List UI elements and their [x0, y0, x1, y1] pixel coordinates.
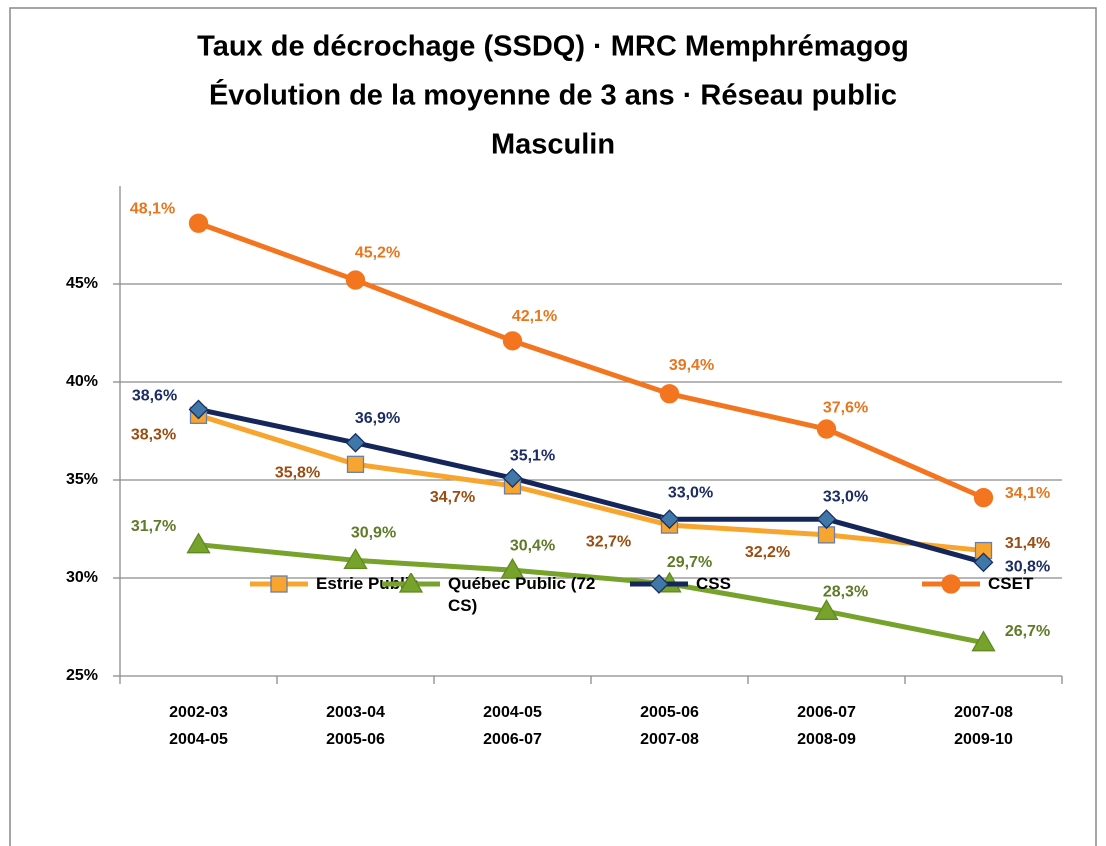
y-tick-label: 30% [66, 569, 98, 586]
data-label: 35,8% [275, 465, 320, 482]
data-label: 34,7% [430, 489, 475, 506]
legend-item: Estrie Public [248, 573, 466, 595]
data-label: 30,4% [510, 537, 555, 554]
data-label: 28,3% [823, 584, 868, 601]
legend-swatch [922, 574, 980, 594]
x-tick-label: 2004-05 [169, 731, 228, 748]
data-label: 37,6% [823, 399, 868, 416]
x-tick-label: 2003-04 [326, 704, 385, 721]
data-point [659, 384, 680, 404]
series-line [197, 220, 985, 500]
legend-label: Estrie Public [316, 574, 419, 593]
series-line [198, 542, 984, 646]
x-tick-label: 2007-08 [640, 731, 699, 748]
data-label: 32,7% [586, 533, 631, 550]
data-point [186, 532, 211, 554]
data-label: 30,9% [351, 525, 396, 542]
legend-swatch [630, 574, 688, 594]
data-label: 29,7% [667, 554, 712, 571]
data-point [971, 630, 996, 652]
legend-item: CSET [920, 573, 1068, 595]
data-point [188, 213, 209, 233]
data-label: 48,1% [130, 200, 175, 217]
data-point [500, 557, 525, 579]
data-point [973, 487, 994, 508]
data-point [659, 509, 680, 530]
chart-frame [9, 7, 1097, 846]
data-point [188, 399, 209, 420]
series-line [197, 412, 984, 554]
data-label: 31,4% [1005, 535, 1050, 552]
legend-marker [270, 575, 288, 593]
legend-label: Québec Public (72 CS) [448, 574, 596, 615]
data-label: 34,1% [1005, 485, 1050, 502]
y-tick-label: 25% [66, 667, 98, 684]
data-point [345, 432, 366, 453]
data-label: 36,9% [355, 410, 400, 427]
series-line [197, 406, 985, 565]
y-tick-label: 35% [66, 471, 98, 488]
data-point [346, 455, 365, 473]
legend-marker [941, 574, 961, 594]
legend-marker [398, 573, 424, 593]
data-label: 38,3% [131, 427, 176, 444]
data-label: 33,0% [823, 488, 868, 505]
x-tick-label: 2007-08 [954, 704, 1013, 721]
legend-item: Québec Public (72 CS) [380, 573, 618, 617]
data-point [814, 599, 839, 620]
chart-title: Masculin [491, 129, 615, 161]
x-tick-label: 2008-09 [797, 731, 856, 748]
x-tick-label: 2006-07 [797, 704, 856, 721]
data-label: 32,2% [745, 544, 790, 561]
data-point [817, 526, 836, 544]
data-label: 38,6% [132, 388, 177, 405]
x-tick-label: 2002-03 [169, 704, 228, 721]
y-tick-label: 40% [66, 373, 98, 390]
legend-label: CSET [988, 574, 1034, 593]
legend-item: CSS [628, 573, 776, 595]
data-point [502, 468, 523, 488]
data-point [345, 270, 366, 290]
data-point [816, 509, 837, 530]
y-tick-label: 45% [66, 275, 98, 292]
x-tick-label: 2009-10 [954, 731, 1013, 748]
data-point [816, 419, 837, 439]
data-label: 30,8% [1005, 559, 1050, 576]
data-point [343, 548, 368, 570]
x-tick-label: 2005-06 [326, 731, 385, 748]
legend-label: CSS [696, 574, 731, 593]
legend-swatch [382, 573, 440, 593]
x-tick-label: 2006-07 [483, 731, 542, 748]
x-tick-label: 2005-06 [640, 704, 699, 721]
data-label: 45,2% [355, 244, 400, 261]
chart-title: Évolution de la moyenne de 3 ans · Résea… [209, 78, 897, 112]
x-tick-label: 2004-05 [483, 704, 542, 721]
data-point [502, 331, 523, 351]
legend-marker [649, 574, 669, 594]
data-label: 31,7% [131, 518, 176, 535]
legend-swatch [250, 575, 308, 593]
data-label: 26,7% [1005, 623, 1050, 640]
data-label: 42,1% [512, 308, 557, 325]
data-label: 35,1% [510, 447, 555, 464]
data-label: 39,4% [669, 357, 714, 374]
chart-title: Taux de décrochage (SSDQ) · MRC Memphrém… [197, 31, 909, 63]
data-label: 33,0% [668, 484, 713, 501]
data-point [973, 552, 994, 573]
